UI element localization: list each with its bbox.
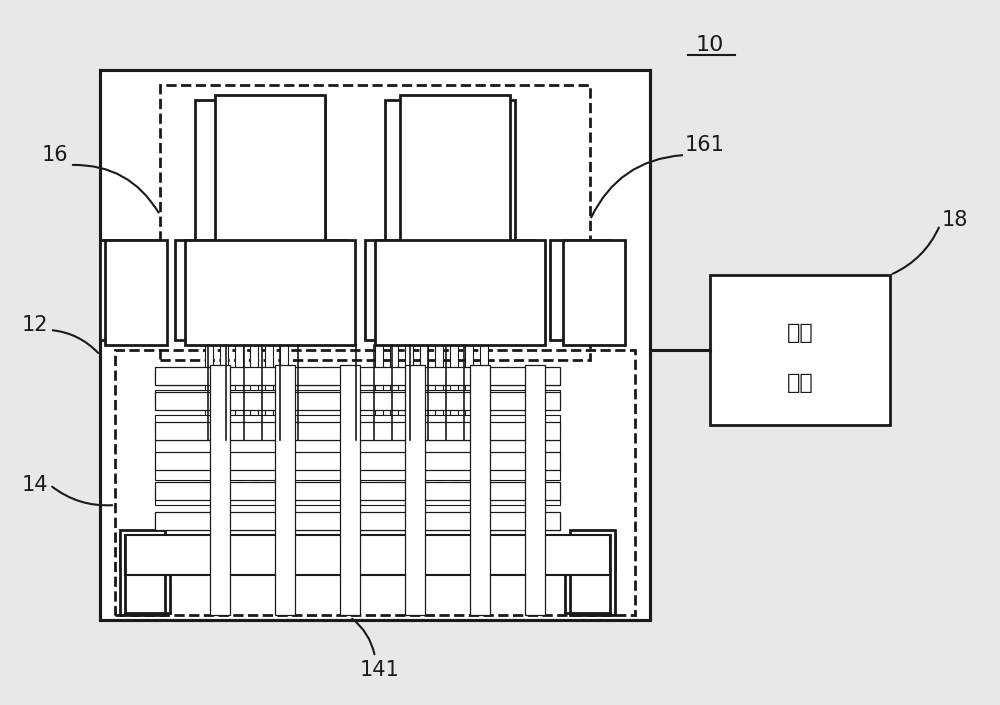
Bar: [160, 85, 590, 360]
Bar: [235, 335, 243, 480]
Bar: [385, 100, 515, 250]
Bar: [375, 335, 383, 480]
Bar: [105, 240, 167, 345]
Bar: [365, 240, 535, 340]
Bar: [155, 370, 560, 385]
Bar: [120, 535, 615, 570]
Bar: [390, 335, 398, 480]
Bar: [400, 95, 510, 250]
Text: 16: 16: [42, 145, 68, 165]
Bar: [125, 535, 610, 575]
Bar: [115, 350, 635, 615]
Bar: [155, 390, 560, 405]
Bar: [195, 100, 325, 250]
Bar: [275, 365, 295, 615]
Bar: [710, 275, 890, 425]
Bar: [215, 95, 325, 250]
Bar: [155, 422, 560, 440]
Bar: [155, 452, 560, 470]
Bar: [155, 415, 560, 430]
Bar: [405, 365, 425, 615]
Text: 控制: 控制: [787, 323, 813, 343]
Bar: [100, 70, 650, 620]
Bar: [405, 335, 413, 480]
Bar: [155, 482, 560, 500]
Bar: [120, 530, 165, 615]
Bar: [280, 335, 288, 480]
Bar: [375, 240, 545, 345]
Bar: [480, 335, 488, 480]
Text: 电路: 电路: [787, 373, 813, 393]
Bar: [100, 240, 160, 340]
Text: 141: 141: [360, 660, 400, 680]
Bar: [525, 365, 545, 615]
Bar: [250, 335, 258, 480]
Bar: [420, 335, 428, 480]
Bar: [220, 335, 228, 480]
Bar: [563, 240, 625, 345]
Bar: [155, 440, 560, 455]
Bar: [465, 335, 473, 480]
Bar: [210, 365, 230, 615]
Bar: [570, 530, 615, 615]
Bar: [175, 240, 345, 340]
Bar: [155, 392, 560, 410]
Bar: [470, 365, 490, 615]
Text: 12: 12: [22, 315, 48, 335]
Bar: [155, 490, 560, 505]
Bar: [265, 335, 273, 480]
Text: 10: 10: [696, 35, 724, 55]
Bar: [450, 335, 458, 480]
Bar: [185, 240, 355, 345]
Bar: [155, 465, 560, 480]
Text: 161: 161: [685, 135, 725, 155]
Text: 14: 14: [22, 475, 48, 495]
Bar: [435, 335, 443, 480]
Bar: [155, 515, 560, 530]
Bar: [155, 512, 560, 530]
Text: 18: 18: [942, 210, 968, 230]
Bar: [340, 365, 360, 615]
Bar: [155, 367, 560, 385]
Bar: [550, 240, 610, 340]
Bar: [205, 335, 213, 480]
